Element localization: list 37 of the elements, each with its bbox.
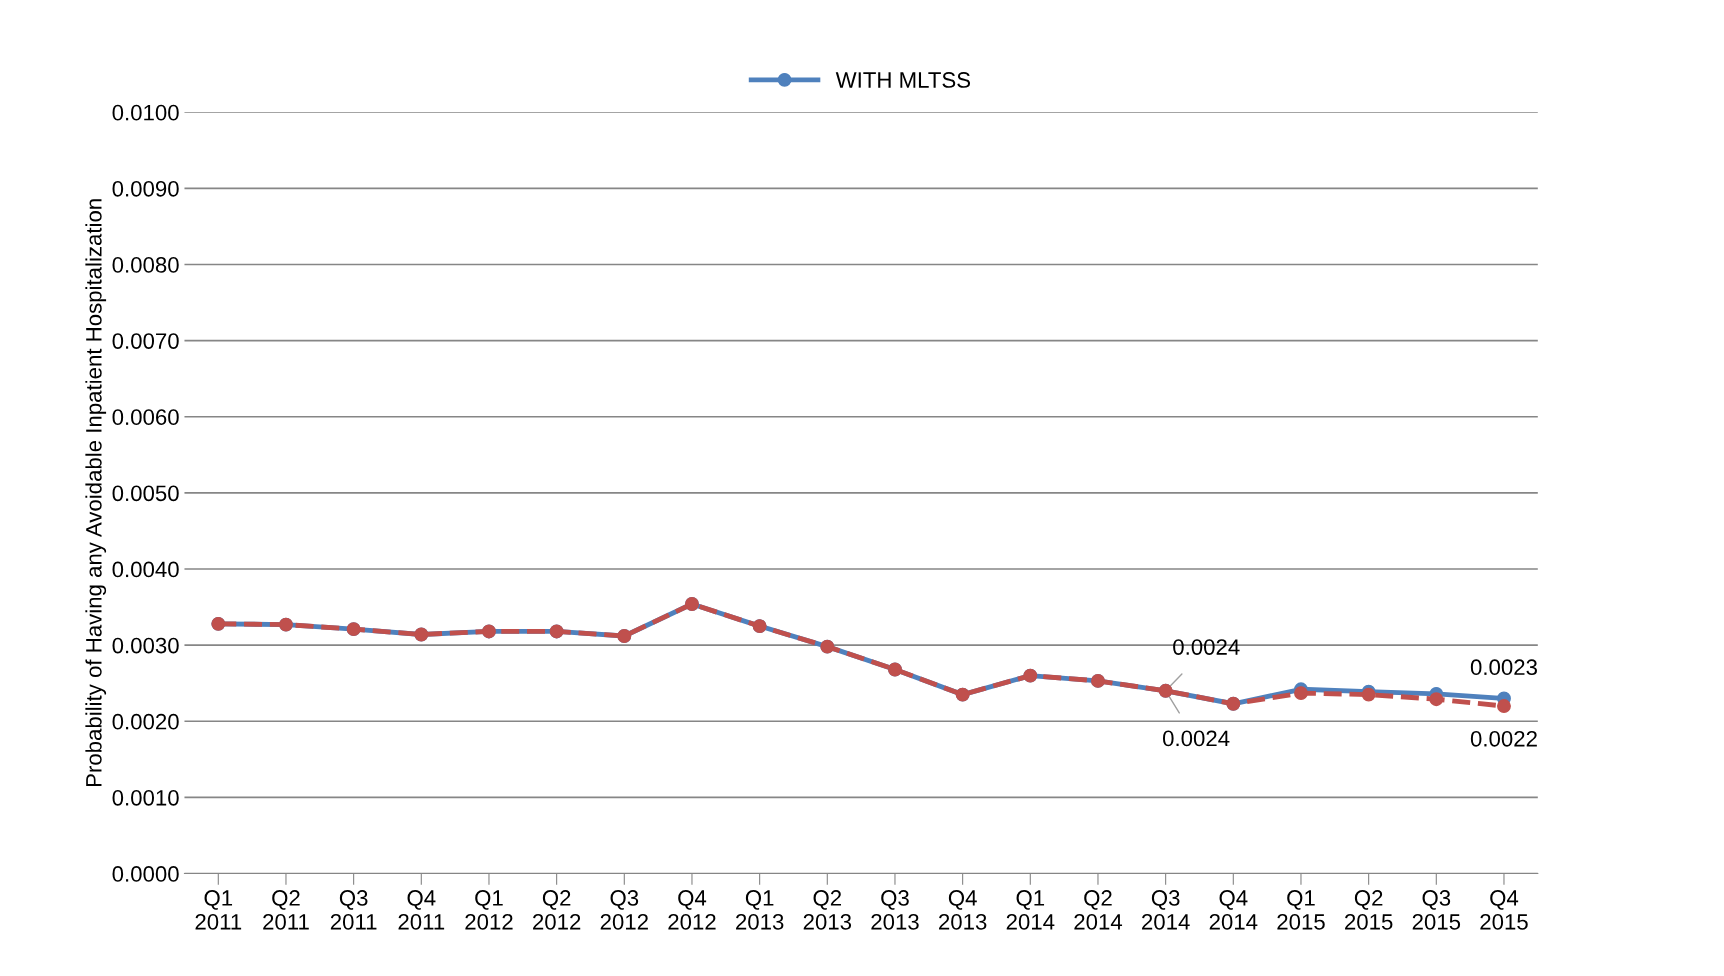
x-tick-label: Q1 2014 xyxy=(1006,890,1055,930)
x-tick-label: Q2 2013 xyxy=(803,890,852,930)
x-tick-label: Q4 2011 xyxy=(398,890,445,930)
x-tick-label: Q1 2013 xyxy=(736,890,784,930)
x-tick-label: Q1 2012 xyxy=(465,890,513,930)
legend-label: WITH MLTSS xyxy=(835,72,971,88)
y-tick-label: 0.0060 xyxy=(112,409,179,426)
data-label: 0.0022 xyxy=(1470,730,1537,747)
x-tick-label: Q3 2011 xyxy=(330,890,377,930)
y-axis-title: Probability of Having any Avoidable Inpatient Hospitalization xyxy=(85,199,107,787)
x-tick-label: Q4 2015 xyxy=(1480,890,1528,930)
y-tick-label: 0.0010 xyxy=(112,789,179,806)
y-tick-label: 0.0050 xyxy=(112,485,179,502)
x-tick-label: Q2 2012 xyxy=(533,890,581,930)
x-tick-label: Q2 2014 xyxy=(1074,890,1123,930)
x-tick-label: Q1 2015 xyxy=(1277,890,1325,930)
y-tick-label: 0.0100 xyxy=(112,104,179,121)
data-label: 0.0024 xyxy=(1173,639,1240,655)
y-tick-label: 0.0080 xyxy=(112,257,179,273)
x-tick-label: Q3 2015 xyxy=(1412,890,1461,930)
y-tick-label: 0.0090 xyxy=(112,180,179,197)
x-tick-label: Q2 2011 xyxy=(263,890,309,930)
x-tick-label: Q3 2014 xyxy=(1142,890,1190,930)
y-tick-label: 0.0070 xyxy=(112,333,179,349)
y-tick-label: 0.0020 xyxy=(112,713,179,730)
x-tick-label: Q4 2013 xyxy=(939,890,987,930)
data-label: 0.0024 xyxy=(1162,730,1230,747)
x-tick-label: Q4 2014 xyxy=(1209,890,1258,930)
x-tick-label: Q4 2012 xyxy=(668,890,716,930)
y-tick-label: 0.0030 xyxy=(112,637,179,654)
data-label: 0.0023 xyxy=(1470,659,1537,676)
x-tick-label: Q3 2012 xyxy=(600,890,648,930)
y-tick-label: 0.0040 xyxy=(112,561,179,578)
x-tick-label: Q2 2015 xyxy=(1345,890,1393,930)
x-tick-label: Q3 2013 xyxy=(871,890,919,930)
x-tick-label: Q1 2011 xyxy=(195,890,242,930)
y-tick-label: 0.0000 xyxy=(112,866,179,882)
